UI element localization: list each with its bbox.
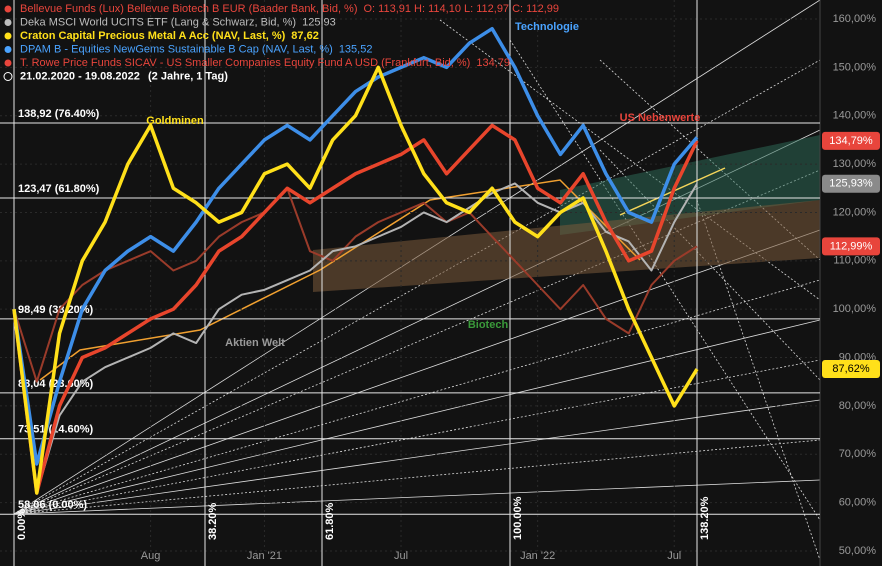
- legend-entry: DPAM B - Equities NewGems Sustainable B …: [20, 43, 372, 55]
- x-tick-label: Aug: [141, 550, 161, 562]
- value-box: [822, 131, 880, 150]
- date-range: 21.02.2020 - 19.08.2022: [20, 70, 140, 82]
- fan-line: [509, 39, 821, 521]
- annotation: Biotech: [468, 319, 509, 331]
- fib-label: 138,92 (76.40%): [18, 108, 100, 120]
- channel: [313, 200, 820, 292]
- y-tick-label: 60,00%: [839, 497, 877, 509]
- fan-line: [696, 199, 821, 561]
- y-tick-label: 80,00%: [839, 400, 877, 412]
- y-tick-label: 140,00%: [833, 110, 877, 122]
- legend-name: Craton Capital Precious Metal A Acc (NAV…: [20, 30, 286, 42]
- fib-label: 98,49 (38.20%): [18, 304, 94, 316]
- legend-marker: [4, 46, 12, 53]
- fan-line: [13, 479, 821, 515]
- legend-entry: Deka MSCI World UCITS ETF (Lang & Schwar…: [20, 16, 336, 28]
- legend-marker: [4, 5, 12, 13]
- period: (2 Jahre, 1 Tag): [148, 70, 228, 82]
- legend-name: Bellevue Funds (Lux) Bellevue Biotech B …: [20, 3, 358, 15]
- annotation: US Nebenwerte: [620, 112, 701, 124]
- y-tick-label: 120,00%: [833, 206, 877, 218]
- fan-line: [13, 319, 821, 515]
- legend-marker: [4, 32, 12, 40]
- y-tick-label: 150,00%: [833, 61, 877, 73]
- date-icon: [3, 72, 13, 81]
- time-fib-label: 100.00%: [512, 496, 524, 540]
- time-fib-label: 38.20%: [207, 502, 219, 540]
- legend-entry: Bellevue Funds (Lux) Bellevue Biotech B …: [20, 3, 559, 15]
- x-tick-label: Jan '22: [520, 550, 555, 562]
- time-fib-label: 61.80%: [324, 502, 336, 540]
- fib-label: 83,04 (23.60%): [18, 378, 94, 390]
- trend-line: [39, 179, 641, 381]
- y-tick-label: 160,00%: [833, 13, 877, 25]
- series-line: [13, 182, 698, 494]
- legend-name: T. Rowe Price Funds SICAV - US Smaller C…: [20, 57, 470, 69]
- x-tick-label: Jan '21: [247, 550, 282, 562]
- fan-lines: [13, 0, 821, 561]
- series-line: [12, 65, 699, 495]
- series-line: [13, 187, 698, 383]
- y-tick-label: 130,00%: [833, 158, 877, 170]
- legend-value: O: 113,91 H: 114,10 L: 112,97 C: 112,99: [364, 3, 560, 15]
- x-tick-label: Jul: [394, 550, 408, 562]
- legend-marker: [4, 59, 12, 67]
- series-line: [12, 26, 699, 466]
- legend-name: DPAM B - Equities NewGems Sustainable B …: [20, 43, 333, 55]
- value-box: [822, 237, 880, 256]
- legend-value: 134,79: [476, 57, 510, 69]
- y-tick-label: 110,00%: [833, 255, 876, 267]
- value-box-label: 112,99%: [830, 240, 873, 252]
- annotation: Aktien Welt: [225, 337, 285, 349]
- y-tick-label: 100,00%: [833, 303, 877, 315]
- legend-value: 125,93: [302, 16, 336, 28]
- fan-line: [13, 399, 821, 515]
- fan-line: [13, 229, 821, 515]
- channel: [560, 135, 820, 235]
- value-box-label: 134,79%: [829, 135, 873, 147]
- annotation: Goldminen: [146, 115, 204, 127]
- fib-label: 58,06 (0.00%): [18, 499, 87, 511]
- fan-line: [13, 439, 821, 515]
- fan-line: [13, 359, 821, 515]
- legend-marker: [4, 19, 12, 26]
- legend-entry: Craton Capital Precious Metal A Acc (NAV…: [20, 30, 319, 42]
- legend-value: 135,52: [339, 43, 373, 55]
- legend-name: Deka MSCI World UCITS ETF (Lang & Schwar…: [20, 16, 296, 28]
- value-box-label: 125,93%: [829, 178, 873, 190]
- fib-label: 123,47 (61.80%): [18, 183, 100, 195]
- value-box-label: 87,62%: [832, 363, 870, 375]
- value-box: [822, 174, 880, 193]
- legend-value: 87,62: [291, 30, 319, 42]
- x-tick-label: Jul: [667, 550, 681, 562]
- value-box: [822, 360, 880, 379]
- y-tick-label: 50,00%: [839, 545, 877, 557]
- y-tick-label: 70,00%: [839, 448, 877, 460]
- legend-entry: T. Rowe Price Funds SICAV - US Smaller C…: [20, 57, 510, 69]
- time-fib-label: 138.20%: [699, 496, 711, 540]
- time-fib-label: 0.00%: [16, 509, 28, 540]
- series-line: [12, 123, 699, 495]
- annotation: Technologie: [515, 21, 579, 33]
